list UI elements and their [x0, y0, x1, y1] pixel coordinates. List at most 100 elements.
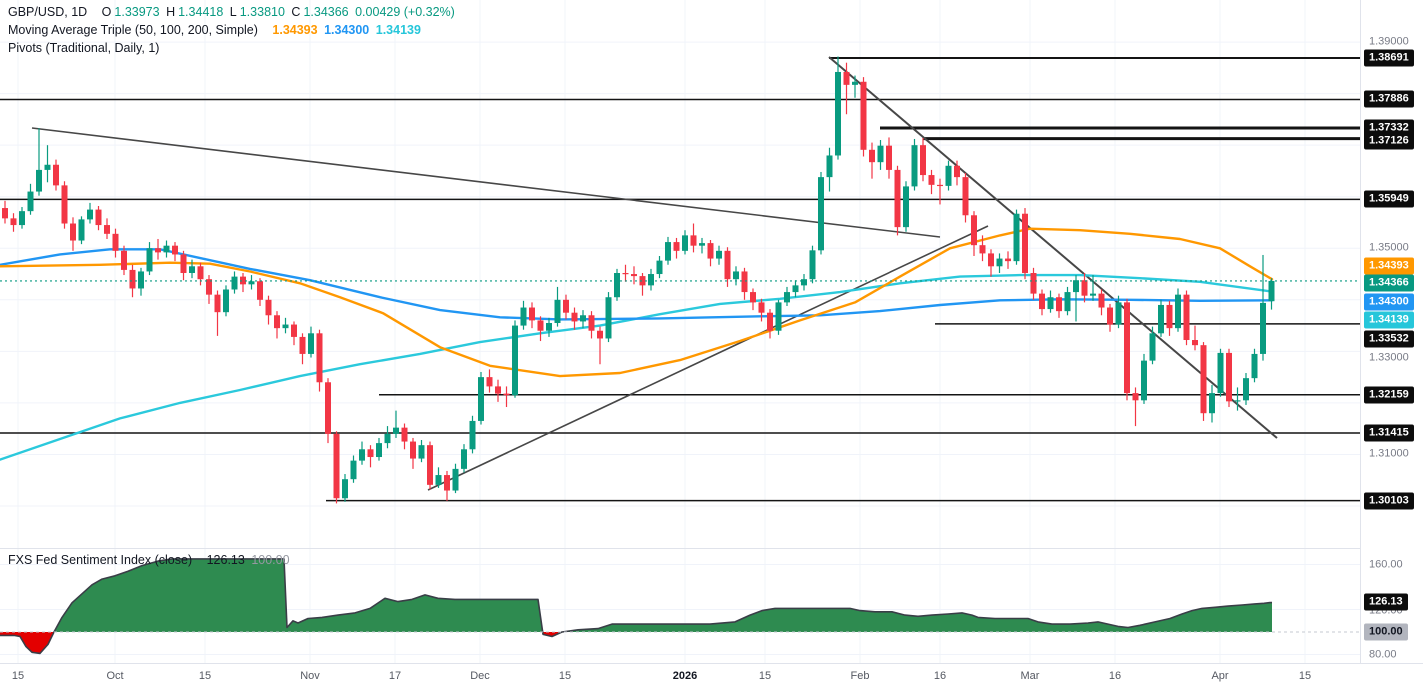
candle-body — [639, 276, 646, 286]
candle-body — [716, 250, 722, 259]
candle-body — [1115, 302, 1122, 325]
candle-body — [206, 279, 212, 295]
axis-price-label: 1.31415 — [1364, 424, 1414, 442]
axis-price-label: 1.34366 — [1364, 274, 1414, 292]
axis-price-label: 1.32159 — [1364, 386, 1414, 404]
candle-body — [520, 307, 527, 326]
candle-body — [1243, 378, 1249, 401]
candle-body — [1149, 333, 1156, 361]
candle-body — [197, 266, 204, 280]
candle-body — [410, 441, 416, 459]
candle-body — [1090, 293, 1096, 296]
candle-body — [427, 445, 433, 485]
candle-body — [937, 184, 943, 187]
candle-body — [1124, 302, 1130, 394]
candle-body — [291, 324, 297, 337]
axis-price-label: 100.00 — [1364, 623, 1408, 641]
candle-body — [792, 285, 799, 293]
candle-body — [367, 449, 374, 458]
sentiment-line — [0, 558, 1272, 655]
candle-body — [1022, 213, 1028, 273]
candle-body — [146, 248, 153, 272]
candle-body — [571, 312, 578, 322]
high-value: 1.34418 — [178, 5, 224, 19]
axis-price-label: 1.39000 — [1369, 35, 1409, 48]
candle-body — [61, 185, 68, 224]
axis-price-label: 1.34139 — [1364, 311, 1414, 329]
price-pane[interactable] — [0, 56, 1360, 504]
candle-body — [656, 260, 663, 275]
candle-body — [87, 209, 93, 220]
time-tick-label: 16 — [1108, 670, 1122, 682]
candle-body — [112, 233, 119, 251]
candle-body — [478, 377, 484, 421]
candle-body — [1005, 258, 1011, 262]
candle-body — [588, 315, 595, 331]
candle-body — [452, 468, 459, 491]
open-value: 1.33973 — [114, 5, 160, 19]
candle-body — [622, 273, 629, 275]
candle-body — [911, 145, 918, 187]
candle-body — [1234, 400, 1241, 402]
ma-triple-legend[interactable]: Moving Average Triple (50, 100, 200, Sim… — [8, 23, 424, 37]
sma50-line — [0, 227, 1274, 378]
axis-price-label: 1.35000 — [1369, 241, 1409, 254]
candle-body — [758, 302, 765, 313]
candle-body — [36, 169, 42, 192]
candle-body — [461, 449, 467, 469]
chart-canvas[interactable] — [0, 0, 1360, 663]
time-tick-label: 15 — [558, 670, 572, 682]
axis-price-label: 1.33532 — [1364, 330, 1414, 348]
candle-body — [384, 433, 391, 444]
ma-triple-title: Moving Average Triple (50, 100, 200, Sim… — [8, 23, 258, 37]
time-tick-label: 15 — [198, 670, 212, 682]
axis-price-label: 1.30103 — [1364, 492, 1414, 510]
sentiment-indicator-legend[interactable]: FXS Fed Sentiment Index (close) 126.13 1… — [8, 553, 293, 567]
candle-body — [1132, 393, 1139, 401]
axis-price-label: 1.34393 — [1364, 257, 1414, 275]
candle-body — [996, 258, 1003, 267]
candle-body — [1056, 297, 1062, 312]
candle-body — [469, 420, 476, 450]
candle-body — [707, 243, 714, 259]
candle-body — [843, 71, 850, 85]
candle-body — [44, 164, 51, 170]
axis-price-label: 160.00 — [1369, 558, 1403, 571]
sentiment-title: FXS Fed Sentiment Index (close) — [8, 553, 193, 567]
time-tick-label: Apr — [1211, 670, 1229, 682]
candle-body — [350, 460, 357, 480]
candle-body — [962, 177, 969, 216]
candle-body — [10, 218, 17, 226]
candle-body — [299, 336, 306, 354]
candle-body — [223, 289, 229, 313]
candle-body — [1268, 280, 1275, 302]
candle-body — [53, 164, 59, 186]
axis-price-label: 126.13 — [1364, 593, 1408, 611]
time-tick-label: Mar — [1020, 670, 1040, 682]
candle-body — [1064, 292, 1071, 312]
candle-body — [2, 208, 8, 219]
axis-price-label: 1.34300 — [1364, 293, 1414, 311]
candle-body — [724, 250, 731, 280]
candle-body — [172, 245, 178, 255]
pivots-legend[interactable]: Pivots (Traditional, Daily, 1) — [8, 41, 162, 55]
candle-body — [231, 276, 238, 290]
candle-body — [690, 235, 697, 246]
steep-downtrend-trendline — [828, 56, 1278, 439]
sentiment-baseline-value: 100.00 — [251, 553, 290, 567]
candle-body — [1226, 352, 1232, 402]
candle-body — [597, 330, 603, 339]
sma200-value: 1.34139 — [375, 23, 421, 37]
candle-body — [95, 209, 102, 226]
symbol-legend[interactable]: GBP/USD, 1D O 1.33973 H 1.34418 L 1.33810 C… — [8, 5, 458, 19]
close-value: 1.34366 — [303, 5, 349, 19]
candle-body — [248, 281, 255, 285]
time-tick-label: Nov — [300, 670, 320, 682]
low-label: L — [229, 5, 237, 19]
axis-price-label: 1.37126 — [1364, 132, 1414, 150]
descending-resistance-trendline — [31, 127, 941, 238]
candle-body — [699, 243, 705, 246]
candle-body — [784, 292, 790, 303]
